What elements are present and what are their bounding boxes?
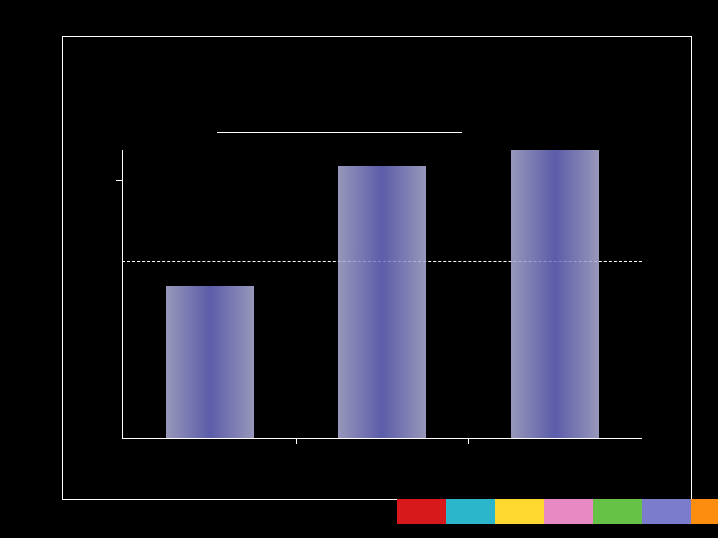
y-axis [122,150,123,438]
palette-swatch-1 [446,499,495,524]
palette-swatch-6 [691,499,718,524]
bar-2 [511,150,599,438]
y-tick-0 [116,180,122,181]
palette-swatch-0 [397,499,446,524]
x-axis [122,438,642,439]
x-tick-1 [468,438,469,444]
title-underline [217,132,462,133]
x-tick-0 [296,438,297,444]
palette-swatch-5 [642,499,691,524]
palette-swatch-3 [544,499,593,524]
bar-0 [166,286,254,438]
bar-1 [338,166,426,438]
palette-swatch-4 [593,499,642,524]
palette-swatch-2 [495,499,544,524]
